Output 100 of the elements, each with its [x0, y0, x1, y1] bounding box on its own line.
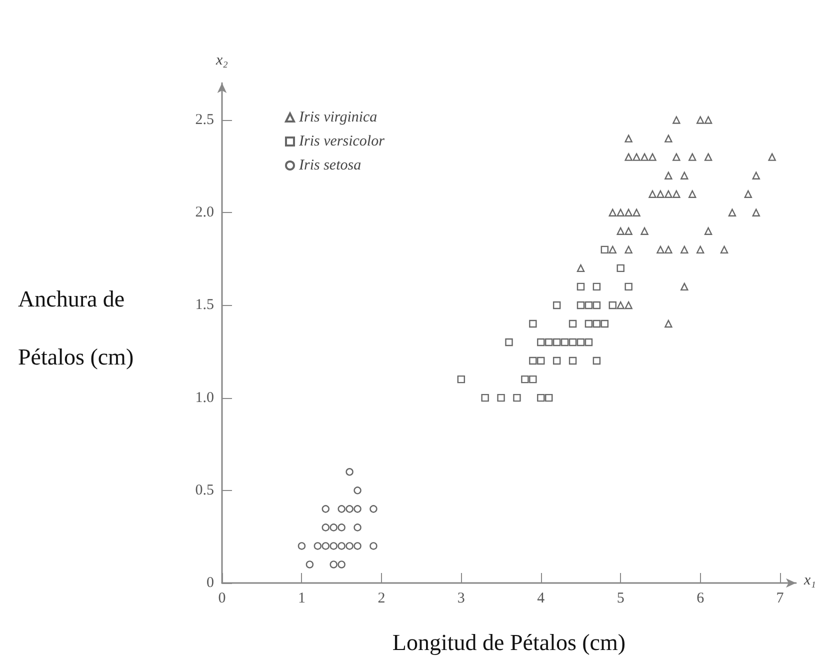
point: [624, 134, 632, 142]
text: Anchura de Pétalos (cm): [18, 286, 134, 370]
point: [616, 264, 624, 272]
point: [704, 116, 712, 124]
point: [354, 505, 362, 513]
point: [640, 153, 648, 161]
point: [346, 468, 354, 476]
point: [616, 301, 624, 310]
point: [608, 301, 616, 310]
point: [624, 301, 632, 310]
x-tick-label: 4: [537, 590, 546, 606]
y-tick-label: 2.5: [195, 112, 214, 128]
point: [370, 542, 378, 550]
point: [696, 116, 704, 124]
point: [529, 375, 537, 384]
point: [664, 246, 672, 254]
point: [576, 338, 585, 346]
point: [656, 190, 664, 198]
point: [600, 246, 609, 254]
point: [624, 208, 632, 216]
point: [537, 338, 545, 346]
y-tick-label: 0: [206, 575, 214, 591]
point: [330, 560, 338, 568]
point: [648, 190, 656, 198]
x-axis-title: Longitud de Pétalos (cm): [392, 630, 626, 655]
point: [576, 264, 585, 272]
point: [354, 486, 362, 494]
x-tick-label: 6: [696, 590, 705, 606]
point: [513, 394, 521, 402]
point: [592, 282, 601, 291]
point: [545, 394, 553, 402]
point: [306, 560, 314, 568]
text: x₁: [803, 572, 816, 588]
point: [457, 375, 466, 384]
point: [545, 338, 553, 346]
point: [354, 542, 362, 550]
point: [338, 505, 346, 513]
point: [752, 172, 760, 180]
point: [322, 505, 330, 513]
point: [322, 524, 330, 532]
point: [529, 320, 537, 328]
point: [346, 505, 354, 513]
point: [688, 153, 696, 161]
point: [616, 227, 624, 235]
point: [592, 320, 601, 328]
point: [552, 338, 561, 346]
point: [664, 172, 672, 180]
point: [552, 356, 561, 365]
point: [680, 172, 688, 180]
point: [704, 227, 712, 235]
point: [648, 153, 656, 161]
point: [768, 153, 776, 161]
point: [640, 227, 648, 235]
point: [592, 301, 601, 310]
text: x₂: [215, 52, 228, 68]
point: [752, 208, 760, 216]
point: [505, 338, 513, 346]
point: [568, 338, 577, 346]
point: [720, 246, 728, 254]
point: [632, 208, 640, 216]
point: [576, 301, 585, 310]
legend-label: Iris setosa: [298, 158, 362, 174]
point: [354, 524, 362, 532]
x-tick-label: 3: [457, 590, 465, 606]
point: [338, 524, 346, 532]
point: [330, 524, 338, 532]
point: [680, 282, 688, 291]
point: [624, 153, 632, 161]
point: [537, 356, 545, 365]
x-tick-label: 5: [616, 590, 624, 606]
x-tick-label: 0: [218, 590, 226, 606]
y-tick-label: 2.0: [195, 204, 214, 221]
point: [529, 356, 537, 365]
point: [608, 208, 616, 216]
point: [608, 246, 616, 254]
point: [728, 208, 736, 216]
point: [521, 375, 529, 384]
point: [672, 153, 680, 161]
point: [584, 320, 593, 328]
y-tick-label: 1.5: [195, 297, 214, 314]
point: [664, 134, 672, 142]
x-tick-label: 7: [776, 590, 784, 606]
point: [370, 505, 378, 513]
point: [688, 190, 696, 198]
point: [584, 301, 593, 310]
point: [584, 338, 593, 346]
point: [298, 542, 306, 550]
y-tick-label: 0.5: [195, 482, 214, 498]
point: [664, 320, 672, 328]
point: [624, 227, 632, 235]
point: [600, 320, 609, 328]
legend-label: Iris versicolor: [298, 134, 385, 150]
point: [624, 282, 632, 291]
point: [568, 356, 577, 365]
point: [672, 190, 680, 198]
point: [481, 394, 489, 402]
point: [624, 246, 632, 254]
x-tick-label: 1: [298, 590, 306, 606]
point: [346, 542, 354, 550]
point: [568, 320, 577, 328]
